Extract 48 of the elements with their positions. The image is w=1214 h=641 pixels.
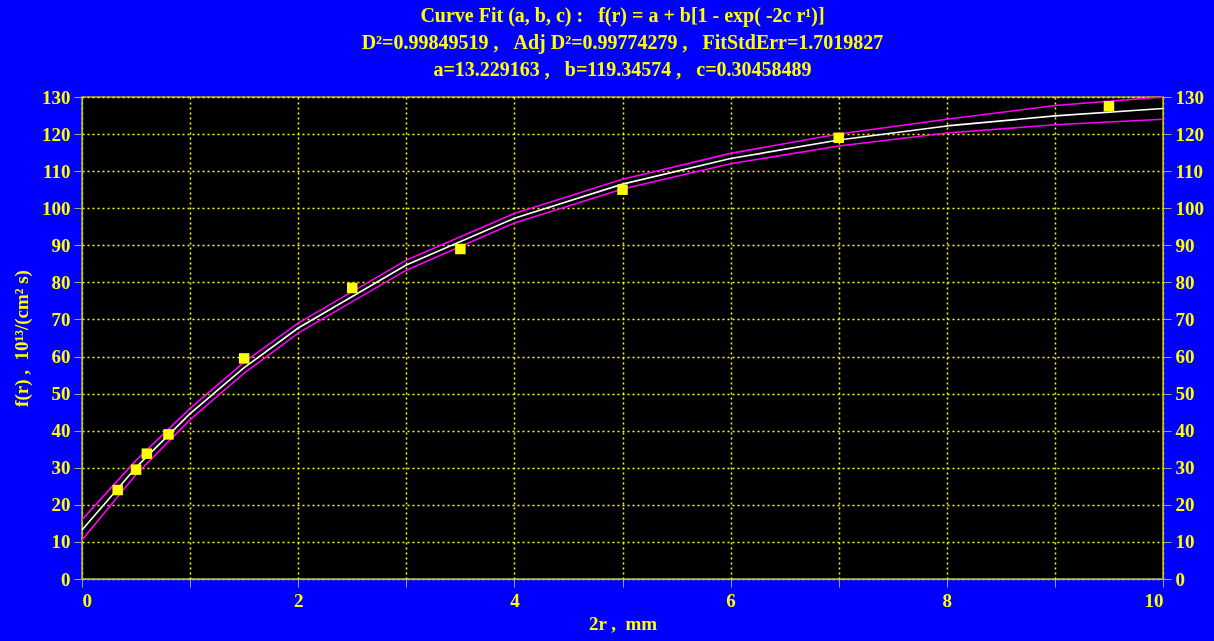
x-tick-label: 6 [726,589,736,611]
chart-title: Curve Fit (a, b, c) : f(r) = a + b[1 - exp( -2c r¹)] [420,4,825,27]
x-tick-label: 10 [1144,589,1164,611]
y-tick-label: 0 [61,568,71,590]
y2-tick-label: 80 [1175,271,1195,293]
y2-tick-label: 10 [1175,531,1195,553]
y-tick-label: 60 [51,346,71,368]
y-tick-label: 120 [42,123,71,145]
x-tick-label: 0 [82,589,92,611]
x-tick-label: 4 [510,589,521,611]
y-tick-label: 10 [51,531,71,553]
y-tick-label: 20 [51,494,71,516]
point [141,448,153,459]
y2-tick-label: 20 [1175,494,1195,516]
y2-tick-label: 90 [1175,234,1195,256]
y2-tick-label: 50 [1175,383,1195,405]
y-tick-label: 100 [42,197,71,219]
point [455,243,466,255]
x-tick-label: 2 [293,589,304,611]
y-tick-label: 110 [43,160,71,182]
y-tick-label: 80 [51,271,71,293]
y-axis-title: f(r) , 10¹³/(cm² s) [11,270,33,407]
y2-tick-label: 130 [1175,86,1204,108]
point [130,464,142,475]
y2-tick-label: 0 [1175,568,1185,590]
y2-tick-label: 40 [1175,420,1195,442]
y-tick-label: 30 [51,457,71,479]
y2-tick-label: 120 [1175,123,1204,145]
y2-tick-label: 30 [1175,457,1195,479]
point [163,429,174,440]
y-tick-label: 130 [42,86,71,108]
x-tick-label: 8 [942,589,953,611]
y2-tick-label: 100 [1175,197,1204,219]
y-tick-label: 90 [51,234,71,256]
y-tick-label: 50 [51,383,71,405]
y-tick-label: 40 [51,420,71,442]
y2-tick-label: 70 [1175,308,1195,330]
x-axis-title: 2r , mm [588,612,658,634]
point [347,282,358,294]
point [1103,101,1115,112]
point [617,184,628,195]
chart-subtitle: D²=0.99849519 , Adj D²=0.99774279 , FitStdErr=1.7019827 a=13.229163 , b=119.34574 , c=0.30458489 [361,31,884,80]
point [112,484,123,496]
y2-tick-label: 110 [1175,160,1203,182]
y-tick-label: 70 [51,308,71,330]
point [238,353,250,364]
point [833,132,844,144]
y2-tick-label: 60 [1175,346,1195,368]
